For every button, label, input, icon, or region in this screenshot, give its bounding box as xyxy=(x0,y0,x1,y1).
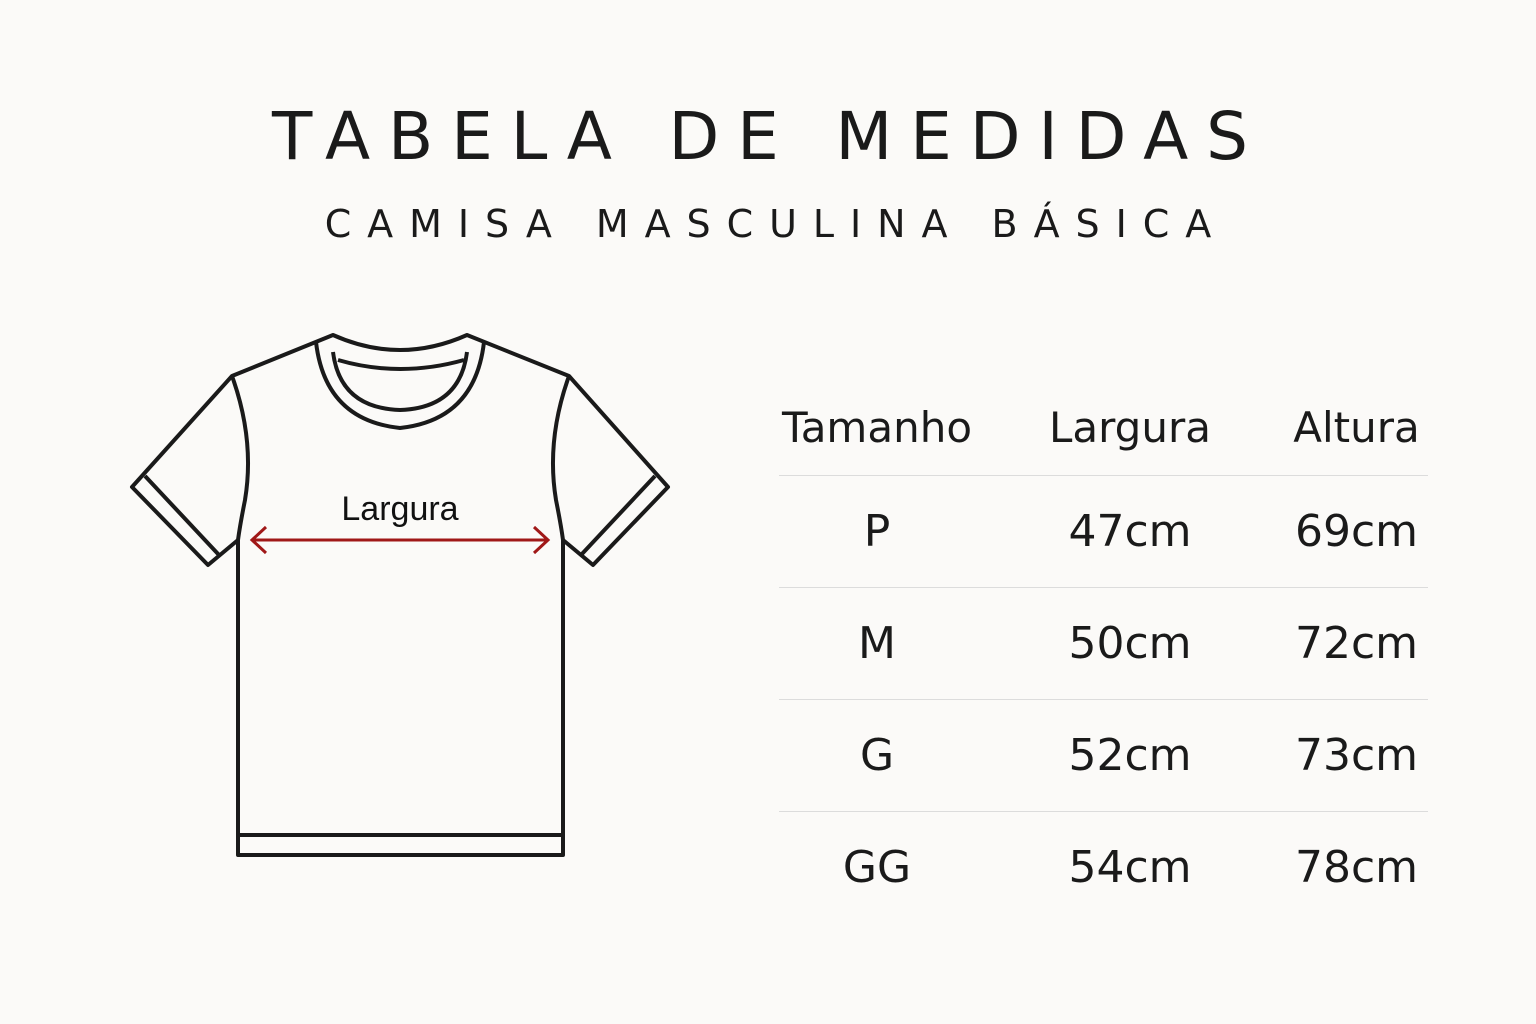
table-row: P 47cm 69cm xyxy=(779,476,1428,588)
size-table: Tamanho Largura Altura P 47cm 69cm M 50c… xyxy=(779,380,1428,923)
table-row: M 50cm 72cm xyxy=(779,588,1428,700)
cell-width: 54cm xyxy=(1068,842,1192,893)
cell-size: GG xyxy=(842,842,912,893)
header-width: Largura xyxy=(1049,403,1211,452)
cell-size: P xyxy=(863,506,891,557)
measure-label: Largura xyxy=(341,490,458,528)
header-height: Altura xyxy=(1293,403,1420,452)
header-size: Tamanho xyxy=(781,403,973,452)
page-subtitle: CAMISA MASCULINA BÁSICA xyxy=(324,202,1228,246)
cell-height: 73cm xyxy=(1294,730,1419,781)
cell-height: 72cm xyxy=(1294,618,1419,669)
cell-size: M xyxy=(858,618,896,669)
table-row: G 52cm 73cm xyxy=(779,700,1428,812)
cell-height: 78cm xyxy=(1294,842,1419,893)
cell-height: 69cm xyxy=(1294,506,1419,557)
table-row: GG 54cm 78cm xyxy=(779,812,1428,923)
width-arrow-icon xyxy=(249,525,551,555)
cell-width: 52cm xyxy=(1068,730,1192,781)
cell-width: 50cm xyxy=(1068,618,1192,669)
cell-size: G xyxy=(859,730,895,781)
table-header: Tamanho Largura Altura xyxy=(779,380,1428,476)
page-title: TABELA DE MEDIDAS xyxy=(271,98,1266,175)
tshirt-outline-icon xyxy=(130,333,670,857)
cell-width: 47cm xyxy=(1068,506,1192,557)
